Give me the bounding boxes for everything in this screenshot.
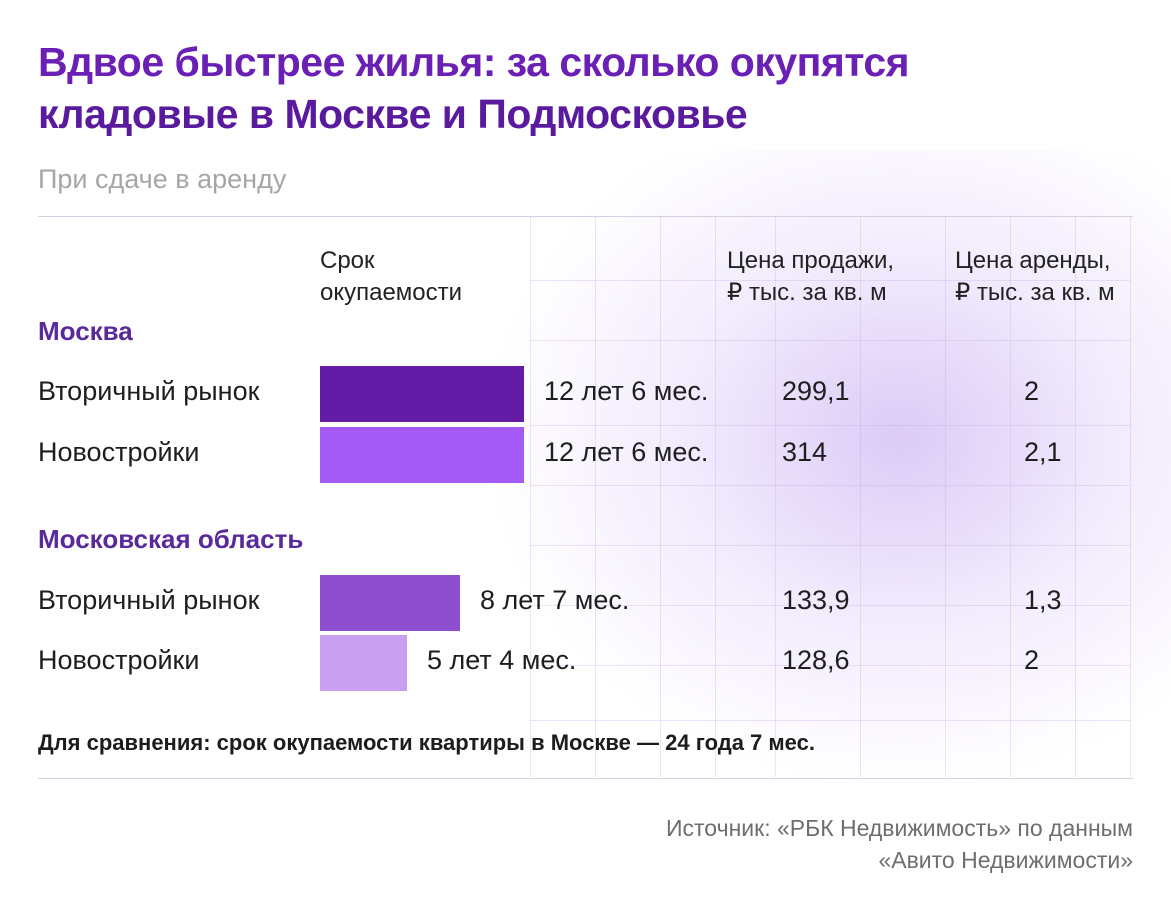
row-label: Новостройки (38, 645, 200, 675)
column-header-payback-line2: окупаемости (320, 279, 463, 306)
sale-price-value: 133,9 (782, 585, 850, 615)
page-title: Вдвое быстрее жилья: за сколько окупятся… (38, 36, 1138, 140)
grid-line-horizontal (530, 425, 1130, 426)
column-header-rent-line1: Цена аренды, (955, 247, 1111, 274)
grid-line-vertical (945, 217, 946, 777)
bar-moscow-new-buildings (320, 427, 524, 483)
column-header-sale-price: Цена продажи, ₽ тыс. за кв. м (727, 245, 894, 309)
bar-value-label: 12 лет 6 мес. (544, 376, 709, 406)
grid-line-horizontal (530, 720, 1130, 721)
sale-price-value: 314 (782, 437, 828, 467)
bar-moscow-secondary (320, 366, 524, 422)
source-line-1: Источник: «РБК Недвижимость» по данным (666, 815, 1133, 841)
grid-line-horizontal (530, 340, 1130, 341)
grid-line-horizontal (530, 485, 1130, 486)
rent-price-value: 2 (1024, 645, 1040, 675)
column-header-rent-price: Цена аренды, ₽ тыс. за кв. м (955, 245, 1115, 309)
comparison-note: Для сравнения: срок окупаемости квартиры… (38, 730, 815, 755)
subtitle: При сдаче в аренду (38, 164, 287, 194)
column-header-sale-line1: Цена продажи, (727, 247, 895, 274)
row-label: Вторичный рынок (38, 585, 260, 615)
source-credit: Источник: «РБК Недвижимость» по данным «… (433, 812, 1133, 876)
grid-line-horizontal (530, 545, 1130, 546)
sale-price-value: 128,6 (782, 645, 850, 675)
top-divider (38, 216, 1133, 217)
column-header-rent-line2: ₽ тыс. за кв. м (955, 279, 1115, 306)
column-header-payback-line1: Срок (320, 247, 375, 274)
column-header-payback: Срок окупаемости (320, 245, 462, 309)
bar-region-secondary (320, 575, 460, 631)
section-heading-moscow: Москва (38, 316, 133, 346)
bar-value-label: 12 лет 6 мес. (544, 437, 709, 467)
grid-line-vertical (595, 217, 596, 777)
bar-region-new-buildings (320, 635, 407, 691)
rent-price-value: 2 (1024, 376, 1040, 406)
rent-price-value: 2,1 (1024, 437, 1062, 467)
sale-price-value: 299,1 (782, 376, 850, 406)
row-label: Вторичный рынок (38, 376, 260, 406)
grid-line-vertical (1130, 217, 1131, 777)
section-heading-moscow-region: Московская область (38, 524, 304, 554)
bar-value-label: 5 лет 4 мес. (427, 645, 577, 675)
grid-line-vertical (660, 217, 661, 777)
grid-line-vertical (715, 217, 716, 777)
grid-line-vertical (530, 217, 531, 777)
rent-price-value: 1,3 (1024, 585, 1062, 615)
row-label: Новостройки (38, 437, 200, 467)
title-line-1: Вдвое быстрее жилья: за сколько окупятся (38, 39, 910, 85)
title-line-2: кладовые в Москве и Подмосковье (38, 91, 748, 137)
bottom-divider (38, 778, 1133, 779)
bar-value-label: 8 лет 7 мес. (480, 585, 630, 615)
column-header-sale-line2: ₽ тыс. за кв. м (727, 279, 887, 306)
source-line-2: «Авито Недвижимости» (878, 847, 1133, 873)
